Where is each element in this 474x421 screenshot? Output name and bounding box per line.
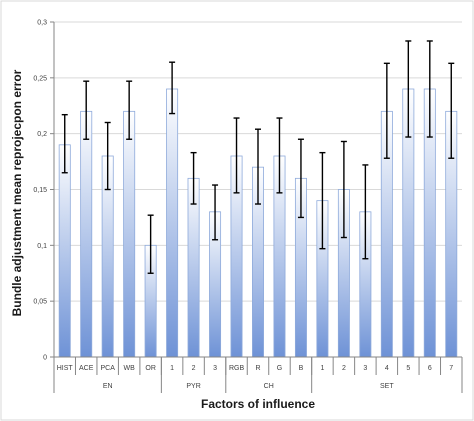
y-tick-label: 0,25 — [33, 75, 47, 82]
bar — [187, 177, 200, 358]
bar — [166, 88, 179, 358]
x-tick-label: 5 — [406, 365, 410, 372]
bar — [58, 144, 71, 358]
x-tick-label: 2 — [342, 365, 346, 372]
x-tick-label: ACE — [79, 365, 94, 372]
axes — [50, 21, 463, 393]
group-label: PYR — [186, 383, 200, 390]
bars — [58, 88, 458, 358]
y-tick-label: 0,1 — [37, 243, 47, 250]
x-tick-label: 1 — [170, 365, 174, 372]
x-tick-label: 4 — [385, 365, 389, 372]
x-tick-label: HIST — [57, 365, 74, 372]
y-tick-label: 0,05 — [33, 299, 47, 306]
y-tick-label: 0,15 — [33, 187, 47, 194]
x-tick-label: 3 — [213, 365, 217, 372]
y-tick-label: 0 — [43, 355, 47, 362]
x-tick-label: B — [299, 365, 304, 372]
bar — [123, 110, 136, 358]
group-label: EN — [103, 383, 113, 390]
group-label: SET — [380, 383, 394, 390]
x-tick-label: R — [255, 365, 260, 372]
x-tick-label: WB — [124, 365, 136, 372]
x-tick-label: 3 — [363, 365, 367, 372]
x-tick-label: 2 — [192, 365, 196, 372]
error-bars — [61, 40, 455, 274]
bar — [80, 110, 93, 358]
y-tick-label: 0,2 — [37, 131, 47, 138]
x-tick-label: 6 — [428, 365, 432, 372]
labels: 0 0,05 0,1 0,15 0,2 0,25 0,3 HIST ACE PCA WB OR 1 2 3 R… — [33, 20, 453, 391]
x-tick-label: 1 — [320, 365, 324, 372]
x-tick-label: OR — [145, 365, 156, 372]
x-axis-label: Factors of influence — [201, 397, 315, 411]
x-tick-label: 7 — [449, 365, 453, 372]
x-tick-label: PCA — [100, 365, 115, 372]
group-label: CH — [264, 383, 274, 390]
y-axis-label: Bundle adjustment mean reprojecpon error — [10, 69, 24, 316]
gridlines — [54, 21, 462, 302]
x-tick-label: RGB — [229, 365, 245, 372]
y-tick-label: 0,3 — [37, 20, 47, 27]
x-tick-label: G — [277, 365, 282, 372]
